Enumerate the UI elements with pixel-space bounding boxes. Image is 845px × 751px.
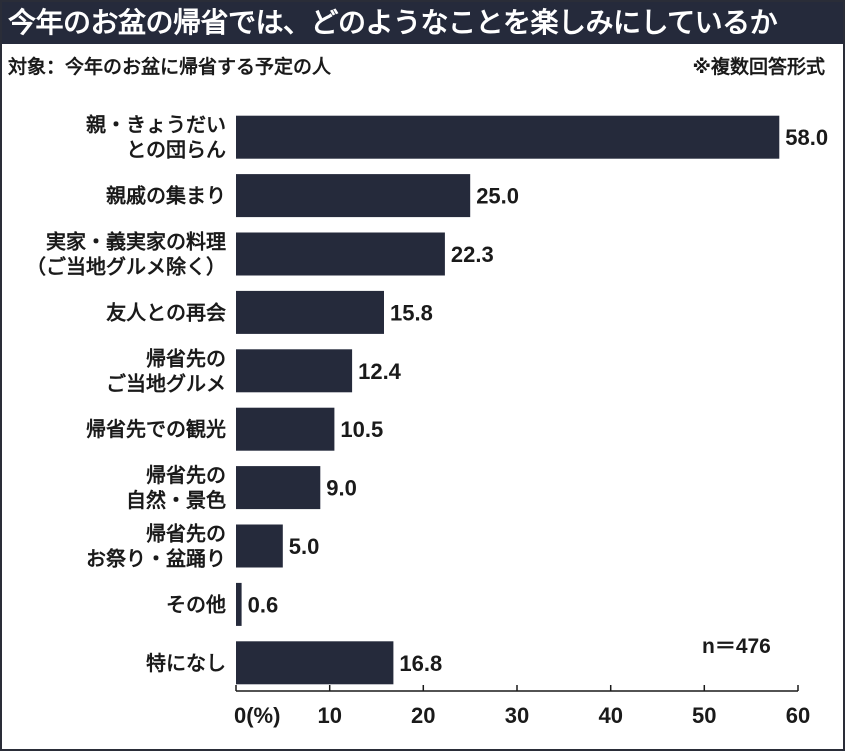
- bar: [236, 349, 353, 393]
- bar-value-label: 10.5: [340, 417, 383, 442]
- bar-value-label: 58.0: [785, 125, 828, 150]
- category-label: 特になし: [146, 651, 226, 675]
- x-tick-label: 20: [411, 703, 435, 728]
- bar: [236, 407, 335, 451]
- category-label: お祭り・盆踊り: [86, 547, 226, 571]
- bar: [236, 524, 283, 568]
- bar: [236, 115, 780, 159]
- category-label: その他: [166, 592, 226, 616]
- bar: [236, 582, 242, 626]
- category-label: 帰省先の: [146, 522, 226, 546]
- category-label: ご当地グルメ: [106, 371, 226, 395]
- bar-value-label: 12.4: [358, 359, 402, 384]
- bar: [236, 290, 384, 334]
- category-label: 親戚の集まり: [106, 184, 226, 208]
- x-tick-label: 0(%): [234, 703, 280, 728]
- x-tick-label: 50: [692, 703, 716, 728]
- x-tick-label: 40: [598, 703, 622, 728]
- x-tick-label: 60: [786, 703, 810, 728]
- answer-format-note: ※複数回答形式: [692, 56, 825, 78]
- category-label: 実家・義実家の料理: [46, 230, 226, 254]
- bar-value-label: 9.0: [326, 476, 357, 501]
- category-label: 帰省先の: [146, 346, 226, 370]
- bar-value-label: 0.6: [248, 592, 279, 617]
- survey-subject: 対象：今年のお盆に帰省する予定の人: [8, 56, 332, 78]
- x-tick-label: 30: [505, 703, 529, 728]
- sample-size: n＝476: [702, 635, 771, 658]
- bar: [236, 174, 471, 218]
- category-label: （ご当地グルメ除く）: [26, 255, 226, 279]
- category-label: 帰省先の: [146, 463, 226, 487]
- bar: [236, 641, 394, 685]
- chart-title: 今年のお盆の帰省では、どのようなことを楽しみにしているか: [2, 2, 843, 44]
- x-tick-label: 10: [317, 703, 341, 728]
- category-label: 友人との再会: [106, 300, 226, 324]
- category-label: 親・きょうだい: [86, 113, 226, 137]
- bar: [236, 232, 445, 276]
- bar-value-label: 16.8: [399, 651, 442, 676]
- bar-value-label: 22.3: [451, 242, 494, 267]
- bar-value-label: 25.0: [476, 184, 519, 209]
- category-label: 自然・景色: [126, 488, 226, 512]
- category-label: 帰省先での観光: [86, 417, 226, 441]
- bar: [236, 466, 321, 510]
- category-label: との団らん: [126, 138, 226, 162]
- bar-value-label: 5.0: [289, 534, 320, 559]
- bar-value-label: 15.8: [390, 300, 433, 325]
